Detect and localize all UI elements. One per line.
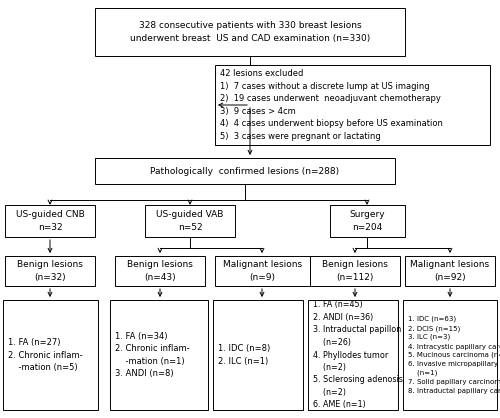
Bar	[110, 300, 208, 410]
Bar	[115, 256, 205, 286]
Bar	[405, 256, 495, 286]
Text: US-guided CNB
n=32: US-guided CNB n=32	[16, 210, 84, 232]
Text: 1. FA (n=34)
2. Chronic inflam-
    -mation (n=1)
3. ANDI (n=8): 1. FA (n=34) 2. Chronic inflam- -mation …	[115, 332, 190, 378]
Bar	[330, 205, 405, 237]
Bar	[95, 8, 405, 56]
Text: 42 lesions excluded
1)  7 cases without a discrete lump at US imaging
2)  19 cas: 42 lesions excluded 1) 7 cases without a…	[220, 69, 443, 141]
Bar	[403, 300, 497, 410]
Text: Malignant lesions
(n=9): Malignant lesions (n=9)	[223, 260, 302, 282]
Text: Surgery
n=204: Surgery n=204	[350, 210, 386, 232]
Text: US-guided VAB
n=52: US-guided VAB n=52	[156, 210, 224, 232]
Bar	[5, 205, 95, 237]
Text: Benign lesions
(n=112): Benign lesions (n=112)	[322, 260, 388, 282]
Text: 1. IDC (n=8)
2. ILC (n=1): 1. IDC (n=8) 2. ILC (n=1)	[218, 344, 270, 366]
Bar	[308, 300, 398, 410]
Text: 1. IDC (n=63)
2. DCIS (n=15)
3. ILC (n=3)
4. Intracystic papillary carcinoma (n=: 1. IDC (n=63) 2. DCIS (n=15) 3. ILC (n=3…	[408, 316, 500, 394]
Text: 328 consecutive patients with 330 breast lesions
underwent breast  US and CAD ex: 328 consecutive patients with 330 breast…	[130, 21, 370, 43]
Text: Malignant lesions
(n=92): Malignant lesions (n=92)	[410, 260, 490, 282]
Bar	[215, 65, 490, 145]
Text: 1. FA (n=27)
2. Chronic inflam-
    -mation (n=5): 1. FA (n=27) 2. Chronic inflam- -mation …	[8, 338, 83, 372]
Bar	[215, 256, 310, 286]
Text: Pathologically  confirmed lesions (n=288): Pathologically confirmed lesions (n=288)	[150, 166, 340, 176]
Text: 1. FA (n=45)
2. ANDI (n=36)
3. Intraductal papillon
    (n=26)
4. Phyllodes tumo: 1. FA (n=45) 2. ANDI (n=36) 3. Intraduct…	[313, 301, 403, 410]
Bar	[310, 256, 400, 286]
Text: Benign lesions
(n=32): Benign lesions (n=32)	[17, 260, 83, 282]
Bar	[213, 300, 303, 410]
Text: Benign lesions
(n=43): Benign lesions (n=43)	[127, 260, 193, 282]
Bar	[95, 158, 395, 184]
Bar	[3, 300, 98, 410]
Bar	[5, 256, 95, 286]
Bar	[145, 205, 235, 237]
